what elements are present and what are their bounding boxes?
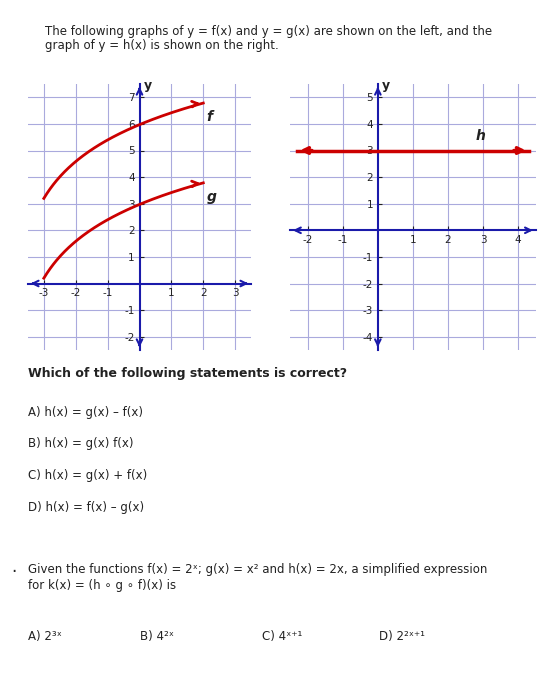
- Text: ·: ·: [11, 564, 16, 582]
- Text: y: y: [145, 79, 152, 92]
- Text: B) h(x) = g(x) f(x): B) h(x) = g(x) f(x): [28, 438, 133, 451]
- Text: A) h(x) = g(x) – f(x): A) h(x) = g(x) – f(x): [28, 406, 143, 419]
- Text: f: f: [206, 110, 213, 124]
- Text: h: h: [476, 129, 486, 143]
- Text: C) 4ˣ⁺¹: C) 4ˣ⁺¹: [262, 630, 302, 643]
- Text: y: y: [382, 79, 390, 92]
- Text: g: g: [206, 190, 217, 204]
- Text: C) h(x) = g(x) + f(x): C) h(x) = g(x) + f(x): [28, 469, 147, 482]
- Text: Which of the following statements is correct?: Which of the following statements is cor…: [28, 368, 347, 381]
- Text: Given the functions f(x) = 2ˣ; g(x) = x² and h(x) = 2x, a simplified expression
: Given the functions f(x) = 2ˣ; g(x) = x²…: [28, 564, 487, 592]
- Text: B) 4²ˣ: B) 4²ˣ: [140, 630, 174, 643]
- Text: D) 2²ˣ⁺¹: D) 2²ˣ⁺¹: [379, 630, 425, 643]
- Text: D) h(x) = f(x) – g(x): D) h(x) = f(x) – g(x): [28, 500, 144, 514]
- Text: A) 2³ˣ: A) 2³ˣ: [28, 630, 62, 643]
- Text: The following graphs of y = f(x) and y = g(x) are shown on the left, and the
gra: The following graphs of y = f(x) and y =…: [45, 25, 492, 52]
